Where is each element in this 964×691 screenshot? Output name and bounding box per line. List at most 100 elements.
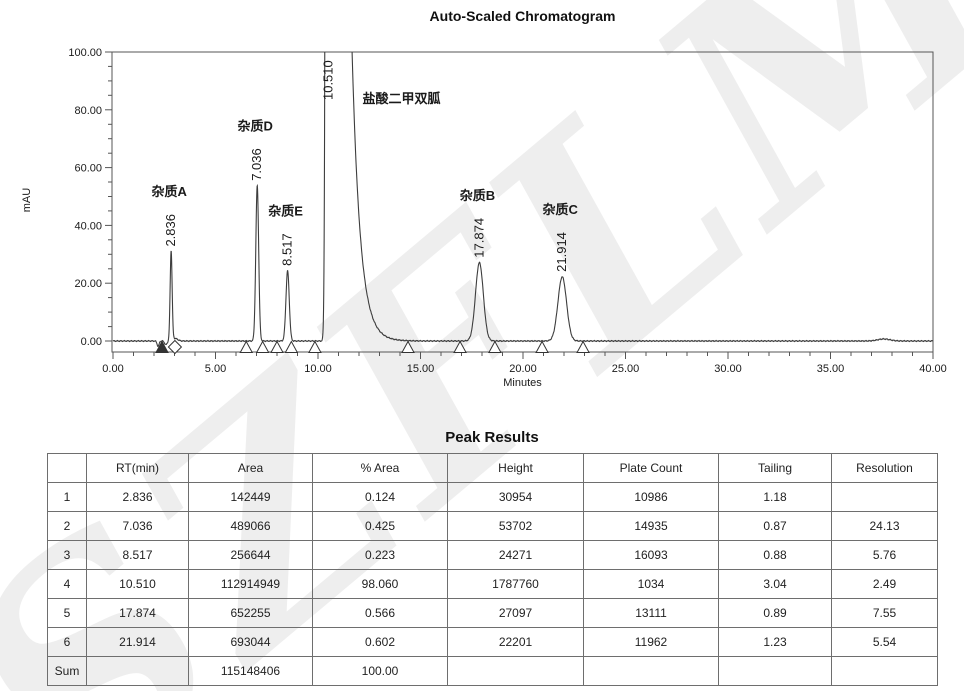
table-cell: 14935 — [583, 511, 719, 541]
table-cell: 1034 — [583, 569, 719, 599]
table-cell: 1787760 — [447, 569, 584, 599]
integration-marker-triangle — [535, 340, 549, 353]
table-column-header: Area — [188, 453, 313, 483]
table-column-header: Height — [447, 453, 584, 483]
table-cell: 6 — [47, 627, 87, 657]
table-cell — [447, 656, 584, 686]
table-cell: 17.874 — [86, 598, 189, 628]
peak-name-label: 盐酸二甲双胍 — [362, 91, 440, 106]
table-title: Peak Results — [445, 429, 539, 446]
x-tick-label: 15.00 — [407, 363, 435, 375]
table-cell: 112914949 — [188, 569, 313, 599]
table-column-header — [47, 453, 87, 483]
y-tick-label: 0.00 — [81, 336, 102, 348]
table-cell: 652255 — [188, 598, 313, 628]
table-cell — [86, 656, 189, 686]
table-cell: 3.04 — [718, 569, 832, 599]
integration-marker-triangle — [270, 340, 284, 353]
table-cell: Sum — [47, 656, 87, 686]
table-cell: 13111 — [583, 598, 719, 628]
table-column-header: % Area — [312, 453, 448, 483]
table-cell: 10.510 — [86, 569, 189, 599]
table-header-row: RT(min) Area% Area Height Plate Count Tailin… — [47, 453, 938, 483]
chart-title: Auto-Scaled Chromatogram — [429, 8, 616, 24]
table-cell — [718, 656, 832, 686]
table-row: 3 8.517 256644 0.223 24271 16093 0.88 5.76 — [47, 540, 938, 570]
table-cell: 10986 — [583, 482, 719, 512]
y-tick-label: 20.00 — [74, 278, 102, 290]
table-cell — [831, 482, 938, 512]
table-cell — [831, 656, 938, 686]
table-cell: 98.060 — [312, 569, 448, 599]
x-tick-label: 35.00 — [817, 363, 845, 375]
table-cell: 0.602 — [312, 627, 448, 657]
table-cell: 3 — [47, 540, 87, 570]
integration-marker-triangle — [576, 340, 590, 353]
integration-marker-triangle — [155, 340, 169, 353]
table-cell: 11962 — [583, 627, 719, 657]
integration-marker-triangle — [453, 340, 467, 353]
peak-name-label: 杂质C — [543, 202, 579, 217]
table-cell: 5.76 — [831, 540, 938, 570]
table-cell: 21.914 — [86, 627, 189, 657]
table-cell: 1 — [47, 482, 87, 512]
table-cell: 489066 — [188, 511, 313, 541]
table-cell: 2.836 — [86, 482, 189, 512]
peak-rt-label: 10.510 — [320, 60, 335, 100]
table-column-header: Resolution — [831, 453, 938, 483]
peak-name-label: 杂质B — [460, 188, 495, 203]
table-cell: 4 — [47, 569, 87, 599]
y-tick-label: 40.00 — [74, 220, 102, 232]
x-tick-label: 5.00 — [205, 363, 226, 375]
table-cell: 5.54 — [831, 627, 938, 657]
y-tick-label: 80.00 — [74, 105, 102, 117]
chromatogram-trace — [112, 52, 933, 348]
table-cell: 0.88 — [718, 540, 832, 570]
table-cell: 8.517 — [86, 540, 189, 570]
table-row: 5 17.874 652255 0.566 27097 13111 0.89 7.55 — [47, 598, 938, 628]
peak-rt-label: 7.036 — [249, 148, 264, 181]
plot-border — [111, 51, 934, 353]
integration-marker-triangle — [284, 340, 299, 353]
y-tick-label: 100.00 — [68, 47, 102, 59]
table-row: 2 7.036 489066 0.425 53702 14935 0.87 24.13 — [47, 511, 938, 541]
table-row: Sum 115148406 100.00 — [47, 656, 938, 686]
chromatogram-plot: 0.00 20.00 40.00 60.00 80.00 100.00 0.00 5.00 10… — [21, 47, 947, 389]
peak-name-label: 杂质E — [268, 203, 303, 218]
table-cell: 142449 — [188, 482, 313, 512]
table-cell: 0.566 — [312, 598, 448, 628]
table-cell: 30954 — [447, 482, 584, 512]
x-tick-label: 25.00 — [612, 363, 640, 375]
table-column-header: RT(min) — [86, 453, 189, 483]
x-axis-label: Minutes — [503, 377, 542, 389]
table-cell: 24.13 — [831, 511, 938, 541]
y-tick-label: 60.00 — [74, 163, 102, 175]
integration-marker-triangle — [308, 340, 322, 353]
integration-marker-triangle — [255, 340, 270, 353]
table-cell: 16093 — [583, 540, 719, 570]
table-row: 1 2.836 142449 0.124 30954 10986 1.18 — [47, 482, 938, 512]
peak-results-table: RT(min) Area% Area Height Plate Count Tailin… — [47, 453, 938, 686]
table-cell: 7.036 — [86, 511, 189, 541]
table-cell: 7.55 — [831, 598, 938, 628]
table-cell: 115148406 — [188, 656, 313, 686]
table-cell — [583, 656, 719, 686]
table-cell: 5 — [47, 598, 87, 628]
y-axis-label: mAU — [21, 188, 33, 213]
table-cell: 22201 — [447, 627, 584, 657]
peak-name-label: 杂质D — [238, 118, 273, 133]
table-row: 4 10.510 112914949 98.060 1787760 1034 3.04 2.4… — [47, 569, 938, 599]
table-cell: 0.89 — [718, 598, 832, 628]
table-cell: 24271 — [447, 540, 584, 570]
table-cell: 0.124 — [312, 482, 448, 512]
table-cell: 53702 — [447, 511, 584, 541]
table-cell: 0.223 — [312, 540, 448, 570]
x-tick-label: 10.00 — [304, 363, 332, 375]
table-cell: 0.87 — [718, 511, 832, 541]
x-tick-label: 40.00 — [919, 363, 947, 375]
x-tick-label: 0.00 — [102, 363, 123, 375]
table-cell: 27097 — [447, 598, 584, 628]
table-cell: 2 — [47, 511, 87, 541]
table-column-header: Tailing — [718, 453, 832, 483]
peak-rt-label: 8.517 — [280, 233, 295, 266]
